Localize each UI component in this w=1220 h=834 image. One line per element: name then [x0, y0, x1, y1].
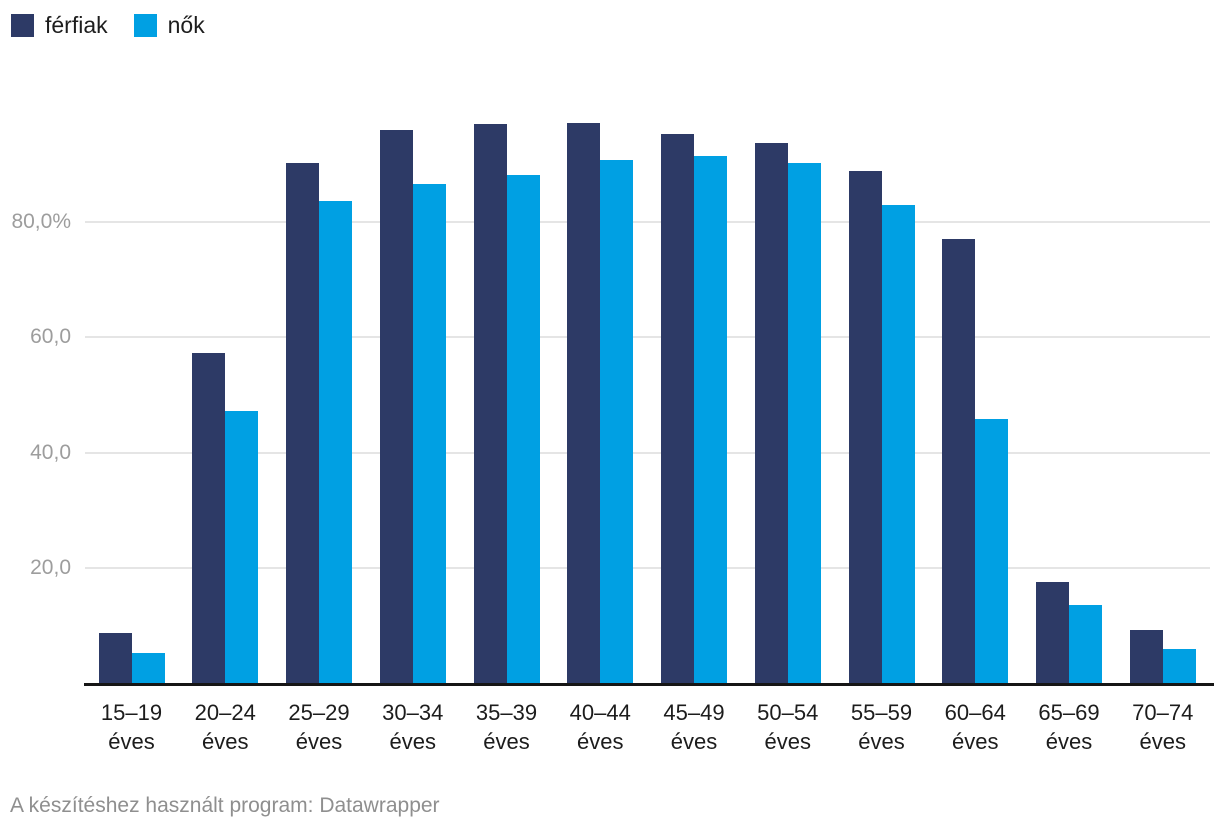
x-tick-range: 60–64 — [944, 700, 1006, 725]
bar-nok — [787, 163, 821, 684]
bar-ferfiak — [1129, 629, 1163, 684]
bar-ferfiak — [1036, 581, 1069, 684]
attribution-text: A készítéshez használt program: Datawrap… — [10, 794, 440, 817]
y-tick-label: 40,0 — [30, 440, 71, 464]
legend: férfiak nők — [11, 14, 205, 37]
x-tick-label: 15–19 éves — [85, 698, 179, 756]
x-tick-range: 30–34 — [382, 700, 444, 725]
x-tick-range: 20–24 — [194, 700, 256, 725]
x-tick-range: 55–59 — [850, 700, 913, 725]
x-tick-label: 30–34 éves — [366, 698, 460, 756]
x-tick-label: 25–29 éves — [272, 698, 366, 756]
x-tick-suffix: éves — [202, 729, 249, 754]
bar-ferfiak — [567, 122, 601, 684]
x-axis-line — [84, 683, 1214, 686]
gridline — [85, 220, 1210, 223]
x-tick-range: 45–49 — [663, 700, 725, 725]
x-tick-label: 60–64 éves — [928, 698, 1022, 756]
x-tick-suffix: éves — [952, 729, 999, 754]
x-tick-suffix: éves — [295, 729, 343, 754]
bar-nok — [1162, 648, 1196, 684]
y-tick-label: 80,0% — [11, 209, 71, 233]
bar-nok — [881, 205, 915, 684]
legend-item-nok: nők — [133, 12, 205, 38]
x-tick-label: 40–44 éves — [553, 698, 647, 756]
legend-item-ferfiak: férfiak — [11, 14, 108, 37]
gridline — [85, 451, 1210, 454]
bar-nok — [600, 159, 634, 684]
bar-nok — [225, 410, 259, 684]
x-tick-label: 70–74 éves — [1116, 698, 1210, 756]
x-tick-range: 70–74 — [1132, 700, 1194, 725]
bar-nok — [694, 155, 727, 684]
legend-swatch — [133, 14, 157, 37]
legend-label: nők — [167, 12, 205, 38]
x-tick-range: 65–69 — [1038, 700, 1100, 725]
x-tick-suffix: éves — [858, 729, 905, 754]
bar-nok — [319, 201, 352, 684]
bar-ferfiak — [942, 239, 976, 684]
x-tick-range: 15–19 — [100, 700, 163, 725]
x-tick-label: 35–39 éves — [460, 698, 554, 756]
x-tick-suffix: éves — [577, 729, 624, 754]
legend-swatch — [11, 14, 34, 37]
x-tick-suffix: éves — [1139, 729, 1186, 754]
x-tick-label: 20–24 éves — [178, 698, 272, 756]
gridline — [85, 336, 1210, 339]
bar-ferfiak — [661, 134, 694, 684]
bar-ferfiak — [848, 171, 882, 684]
x-tick-range: 25–29 — [288, 700, 350, 725]
legend-label: férfiak — [45, 12, 108, 38]
bar-ferfiak — [473, 123, 507, 684]
bar-nok — [412, 183, 446, 684]
x-tick-suffix: éves — [764, 729, 811, 754]
x-tick-label: 65–69 éves — [1022, 698, 1116, 756]
y-tick-label: 60,0 — [30, 325, 71, 349]
bar-nok — [506, 175, 540, 684]
x-tick-suffix: éves — [1045, 729, 1093, 754]
bar-nok — [975, 418, 1009, 684]
x-tick-label: 45–49 éves — [647, 698, 741, 756]
x-tick-range: 40–44 — [569, 700, 631, 725]
x-tick-suffix: éves — [483, 729, 530, 754]
x-tick-suffix: éves — [108, 729, 155, 754]
x-tick-range: 35–39 — [475, 700, 538, 725]
bar-nok — [1069, 604, 1102, 684]
x-tick-label: 55–59 éves — [835, 698, 929, 756]
x-tick-label: 50–54 éves — [741, 698, 835, 756]
bar-ferfiak — [98, 632, 132, 684]
x-tick-suffix: éves — [670, 729, 718, 754]
bar-ferfiak — [192, 353, 226, 684]
bar-ferfiak — [379, 130, 413, 684]
x-tick-suffix: éves — [389, 729, 436, 754]
x-tick-range: 50–54 — [757, 700, 819, 725]
bar-ferfiak — [286, 163, 319, 684]
bar-nok — [131, 652, 165, 684]
bar-ferfiak — [754, 142, 788, 684]
gridline — [85, 567, 1210, 570]
y-tick-label: 20,0 — [30, 556, 71, 580]
